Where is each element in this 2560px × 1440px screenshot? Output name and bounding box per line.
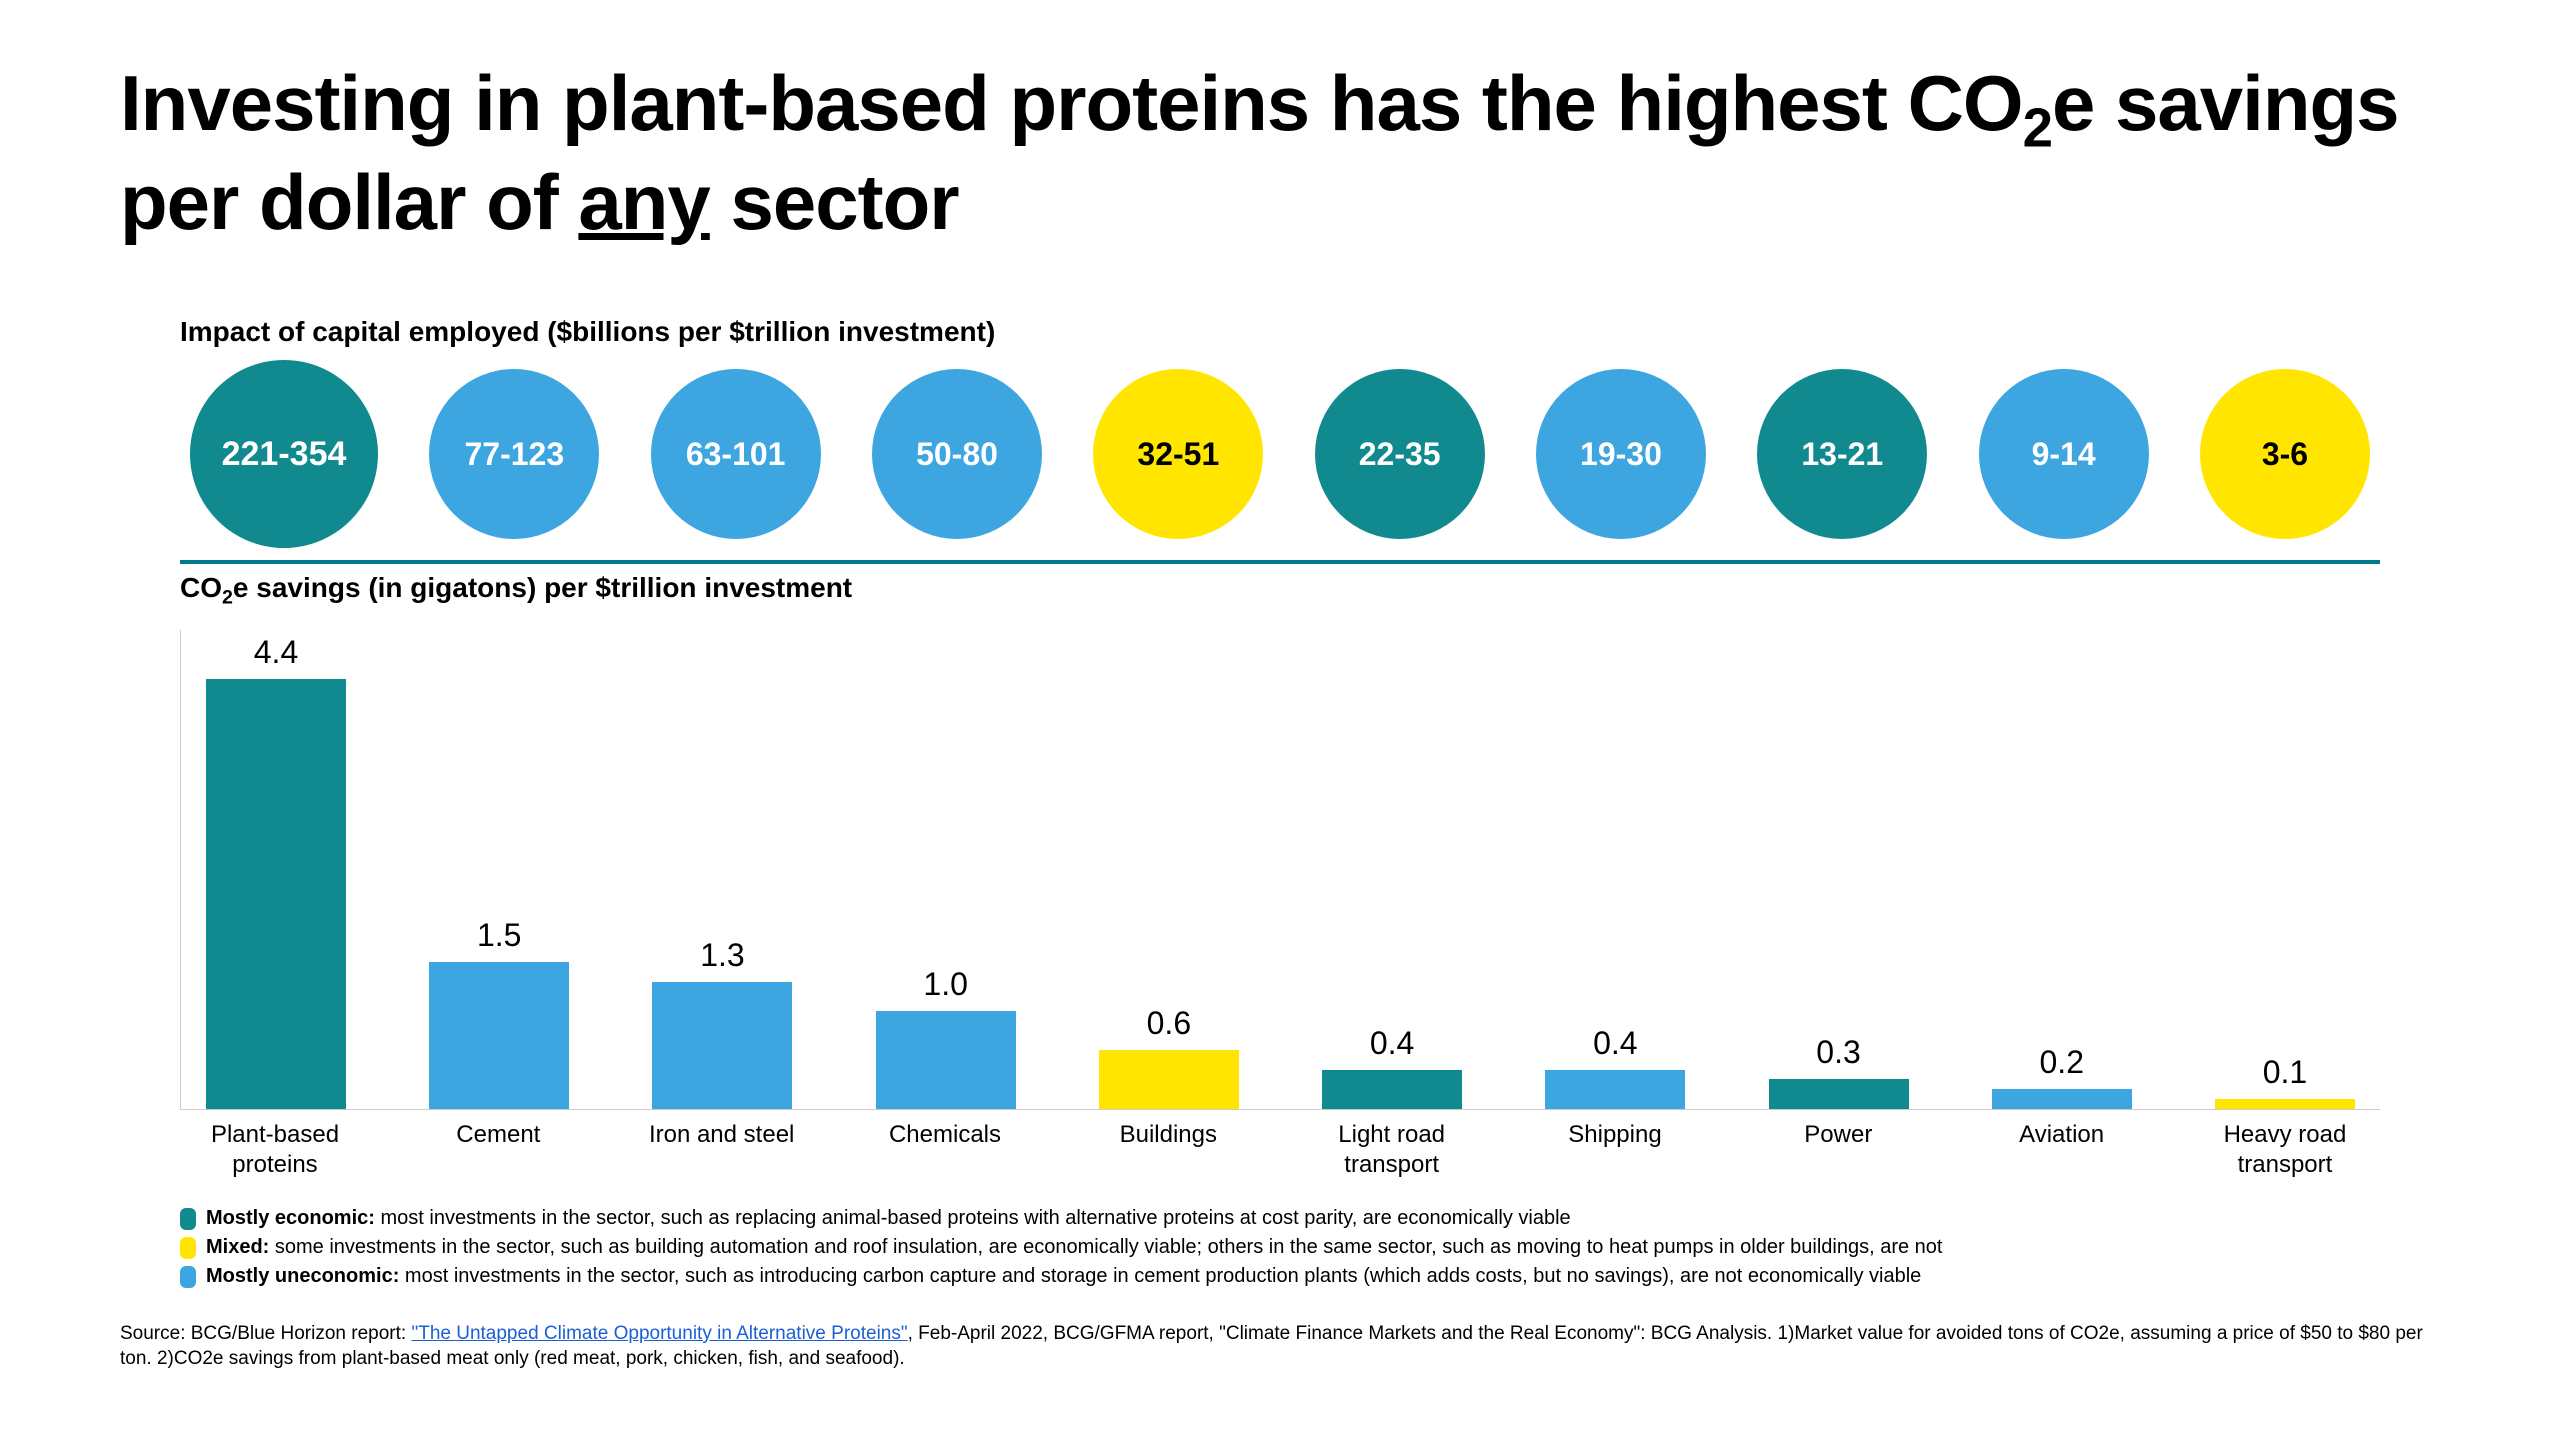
bar-column: 0.3 [1754,1034,1924,1108]
title-pre: Investing in plant-based proteins has th… [120,59,2023,147]
category-label: Power [1753,1120,1923,1180]
title-underline: any [578,158,709,246]
legend-dot [180,1237,196,1259]
category-label: Iron and steel [637,1120,807,1180]
category-label: Chemicals [860,1120,1030,1180]
capital-circle: 22-35 [1315,369,1485,539]
source-pre: Source: BCG/Blue Horizon report: [120,1323,411,1344]
bar [1992,1089,2132,1109]
category-label: Light road transport [1307,1120,1477,1180]
chart-label-sub: 2 [222,587,233,609]
legend-text: Mixed: some investments in the sector, s… [206,1233,1943,1262]
bar-value-label: 0.4 [1370,1025,1414,1062]
category-label: Shipping [1530,1120,1700,1180]
legend-dot [180,1208,196,1230]
legend-row: Mostly economic: most investments in the… [180,1204,2380,1233]
title-post: sector [710,158,959,246]
category-label: Buildings [1083,1120,1253,1180]
title-sub: 2 [2023,98,2052,159]
bar [652,982,792,1109]
bar-value-label: 1.5 [477,917,521,954]
circle-row: 221-354 77-123 63-101 50-80 32-51 22-35 19-30 1… [180,360,2380,548]
capital-circle: 63-101 [651,369,821,539]
divider [180,560,2380,564]
capital-circle: 13-21 [1757,369,1927,539]
chart-label: CO2e savings (in gigatons) per $trillion… [180,572,2380,610]
bar-column: 1.0 [861,966,1031,1109]
chart-title: Investing in plant-based proteins has th… [120,60,2440,246]
bar-value-label: 0.1 [2263,1054,2307,1091]
capital-circle: 3-6 [2200,369,2370,539]
bar-column: 4.4 [191,634,361,1109]
category-label: Aviation [1977,1120,2147,1180]
bar [1769,1079,1909,1108]
capital-circle: 9-14 [1979,369,2149,539]
bar [2215,1099,2355,1109]
legend-dot [180,1266,196,1288]
bar-value-label: 1.3 [700,937,744,974]
bar-column: 1.3 [637,937,807,1109]
bar-value-label: 0.2 [2040,1044,2084,1081]
bar-chart: 4.4 1.5 1.3 1.0 0.6 0.4 0.4 0.3 0.2 0.1 [180,630,2380,1110]
capital-circle: 32-51 [1093,369,1263,539]
legend-row: Mixed: some investments in the sector, s… [180,1233,2380,1262]
source-link[interactable]: "The Untapped Climate Opportunity in Alt… [411,1323,907,1344]
bar-value-label: 0.6 [1147,1005,1191,1042]
chart-section: CO2e savings (in gigatons) per $trillion… [120,572,2440,1180]
chart-label-post: e savings (in gigatons) per $trillion in… [233,572,852,603]
source-text: Source: BCG/Blue Horizon report: "The Un… [120,1321,2440,1372]
bar [1099,1050,1239,1109]
legend-text: Mostly uneconomic: most investments in t… [206,1262,1921,1291]
bar-value-label: 1.0 [923,966,967,1003]
category-label: Heavy road transport [2200,1120,2370,1180]
capital-circle: 19-30 [1536,369,1706,539]
bar-value-label: 0.3 [1816,1034,1860,1071]
capital-circle: 221-354 [190,360,378,548]
categories-row: Plant-based proteins Cement Iron and steel… [180,1120,2380,1180]
category-label: Cement [413,1120,583,1180]
bar [429,962,569,1109]
chart-label-pre: CO [180,572,222,603]
bar-column: 0.2 [1977,1044,2147,1109]
capital-section: Impact of capital employed ($billions pe… [120,316,2440,564]
category-label: Plant-based proteins [190,1120,360,1180]
bar [206,679,346,1109]
bar-column: 0.4 [1530,1025,1700,1109]
bar-column: 0.4 [1307,1025,1477,1109]
capital-label: Impact of capital employed ($billions pe… [180,316,2380,348]
bar-column: 0.1 [2200,1054,2370,1109]
bar-column: 1.5 [414,917,584,1109]
legend-row: Mostly uneconomic: most investments in t… [180,1262,2380,1291]
bar [1322,1070,1462,1109]
bar-column: 0.6 [1084,1005,1254,1109]
legend-text: Mostly economic: most investments in the… [206,1204,1571,1233]
legend: Mostly economic: most investments in the… [120,1204,2440,1291]
capital-circle: 50-80 [872,369,1042,539]
bar [1545,1070,1685,1109]
bar-value-label: 0.4 [1593,1025,1637,1062]
bar [876,1011,1016,1109]
capital-circle: 77-123 [429,369,599,539]
bar-value-label: 4.4 [254,634,298,671]
